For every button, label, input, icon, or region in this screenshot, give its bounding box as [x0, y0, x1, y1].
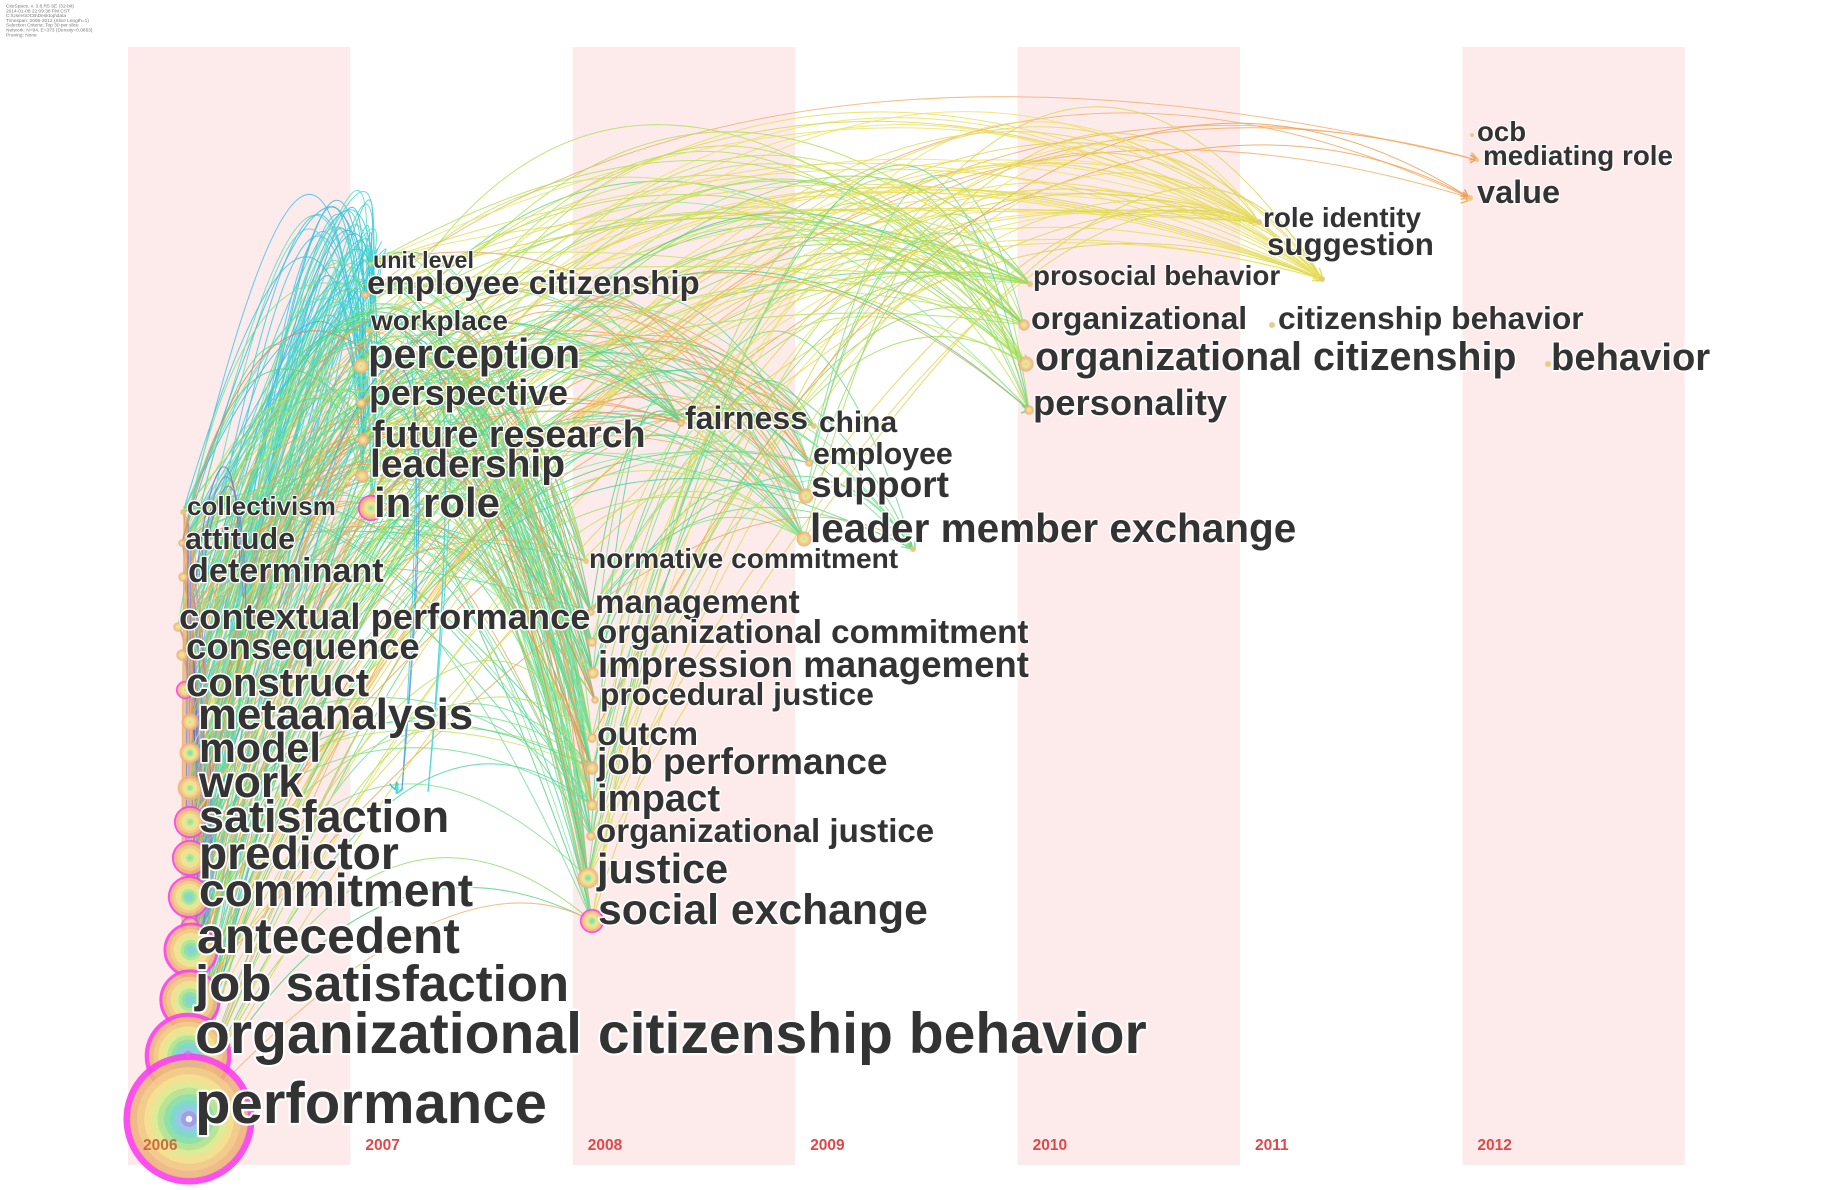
- svg-text:2008: 2008: [588, 1137, 623, 1154]
- svg-text:impression management: impression management: [598, 644, 1029, 685]
- svg-text:job performance: job performance: [596, 740, 888, 782]
- svg-text:future research: future research: [372, 413, 646, 455]
- svg-text:2014-01-08 22:09:38 PM CST: 2014-01-08 22:09:38 PM CST: [6, 8, 70, 14]
- svg-text:2007: 2007: [365, 1137, 399, 1154]
- svg-text:employee: employee: [813, 438, 953, 471]
- svg-text:attitude: attitude: [185, 522, 295, 556]
- svg-text:perspective: perspective: [369, 373, 568, 413]
- svg-text:china: china: [819, 406, 897, 439]
- svg-text:leadership: leadership: [370, 443, 565, 486]
- svg-text:2011: 2011: [1255, 1137, 1289, 1154]
- svg-text:perception: perception: [368, 330, 580, 377]
- svg-text:role identity: role identity: [1263, 202, 1422, 233]
- svg-text:2012: 2012: [1477, 1137, 1511, 1154]
- svg-text:satisfaction: satisfaction: [199, 791, 449, 842]
- svg-text:organizational citizenship beh: organizational citizenship behavior: [195, 1002, 1147, 1066]
- svg-text:personality: personality: [1033, 382, 1228, 423]
- svg-text:fairness: fairness: [685, 400, 808, 436]
- svg-text:2009: 2009: [810, 1137, 845, 1154]
- svg-text:2010: 2010: [1033, 1137, 1067, 1154]
- svg-text:work: work: [198, 758, 303, 807]
- svg-text:consequence: consequence: [186, 626, 420, 667]
- svg-text:metaanalysis: metaanalysis: [198, 690, 473, 739]
- svg-text:performance: performance: [195, 1071, 547, 1136]
- svg-text:mediating role: mediating role: [1483, 140, 1673, 171]
- svg-text:job satisfaction: job satisfaction: [194, 955, 569, 1012]
- svg-text:determinant: determinant: [188, 552, 384, 590]
- svg-text:citizenship behavior: citizenship behavior: [1278, 300, 1584, 336]
- svg-text:support: support: [811, 463, 949, 505]
- svg-text:organizational citizenship: organizational citizenship: [1035, 335, 1517, 379]
- svg-text:antecedent: antecedent: [197, 908, 460, 964]
- svg-text:in role: in role: [374, 479, 500, 526]
- svg-text:CiteSpace, v. 3.8.R5 SE (32-bi: CiteSpace, v. 3.8.R5 SE (32-bit): [6, 4, 74, 10]
- svg-text:2006: 2006: [143, 1137, 178, 1154]
- svg-text:employee citizenship: employee citizenship: [367, 265, 700, 302]
- svg-text:outcm: outcm: [597, 715, 698, 753]
- svg-text:impact: impact: [597, 777, 720, 820]
- svg-text:commitment: commitment: [199, 864, 473, 916]
- svg-text:collectivism: collectivism: [187, 491, 336, 521]
- svg-text:workplace: workplace: [370, 305, 508, 336]
- svg-text:justice: justice: [596, 846, 728, 892]
- svg-text:suggestion: suggestion: [1267, 227, 1434, 262]
- svg-text:prosocial behavior: prosocial behavior: [1033, 260, 1280, 291]
- svg-text:unit level: unit level: [373, 247, 474, 273]
- svg-text:C:\Users\OCB\Desktop\data: C:\Users\OCB\Desktop\data: [6, 13, 66, 19]
- svg-text:social exchange: social exchange: [598, 886, 928, 934]
- svg-text:behavior: behavior: [1551, 336, 1710, 379]
- svg-text:construct: construct: [186, 660, 369, 705]
- svg-text:model: model: [199, 725, 321, 771]
- svg-text:contextual performance: contextual performance: [179, 596, 590, 637]
- svg-text:leader member exchange: leader member exchange: [810, 505, 1296, 551]
- svg-text:Pruning: None: Pruning: None: [6, 32, 37, 38]
- svg-text:predictor: predictor: [199, 827, 399, 879]
- svg-text:management: management: [595, 584, 800, 621]
- svg-text:value: value: [1477, 174, 1560, 210]
- svg-text:Network: N=94, E=373 (Density=: Network: N=94, E=373 (Density=0.0853): [6, 28, 93, 34]
- svg-text:ocb: ocb: [1477, 116, 1526, 147]
- svg-text:procedural justice: procedural justice: [600, 676, 874, 712]
- svg-text:organizational commitment: organizational commitment: [597, 614, 1029, 651]
- svg-text:organizational: organizational: [1031, 300, 1247, 336]
- svg-text:normative commitment: normative commitment: [589, 543, 899, 574]
- svg-text:Timespan: 2006-2012 (Slice Len: Timespan: 2006-2012 (Slice Length=1): [6, 18, 89, 24]
- svg-text:organizational justice: organizational justice: [596, 813, 934, 850]
- svg-text:Selection Criteria: Top 30 per: Selection Criteria: Top 30 per slice: [6, 23, 79, 29]
